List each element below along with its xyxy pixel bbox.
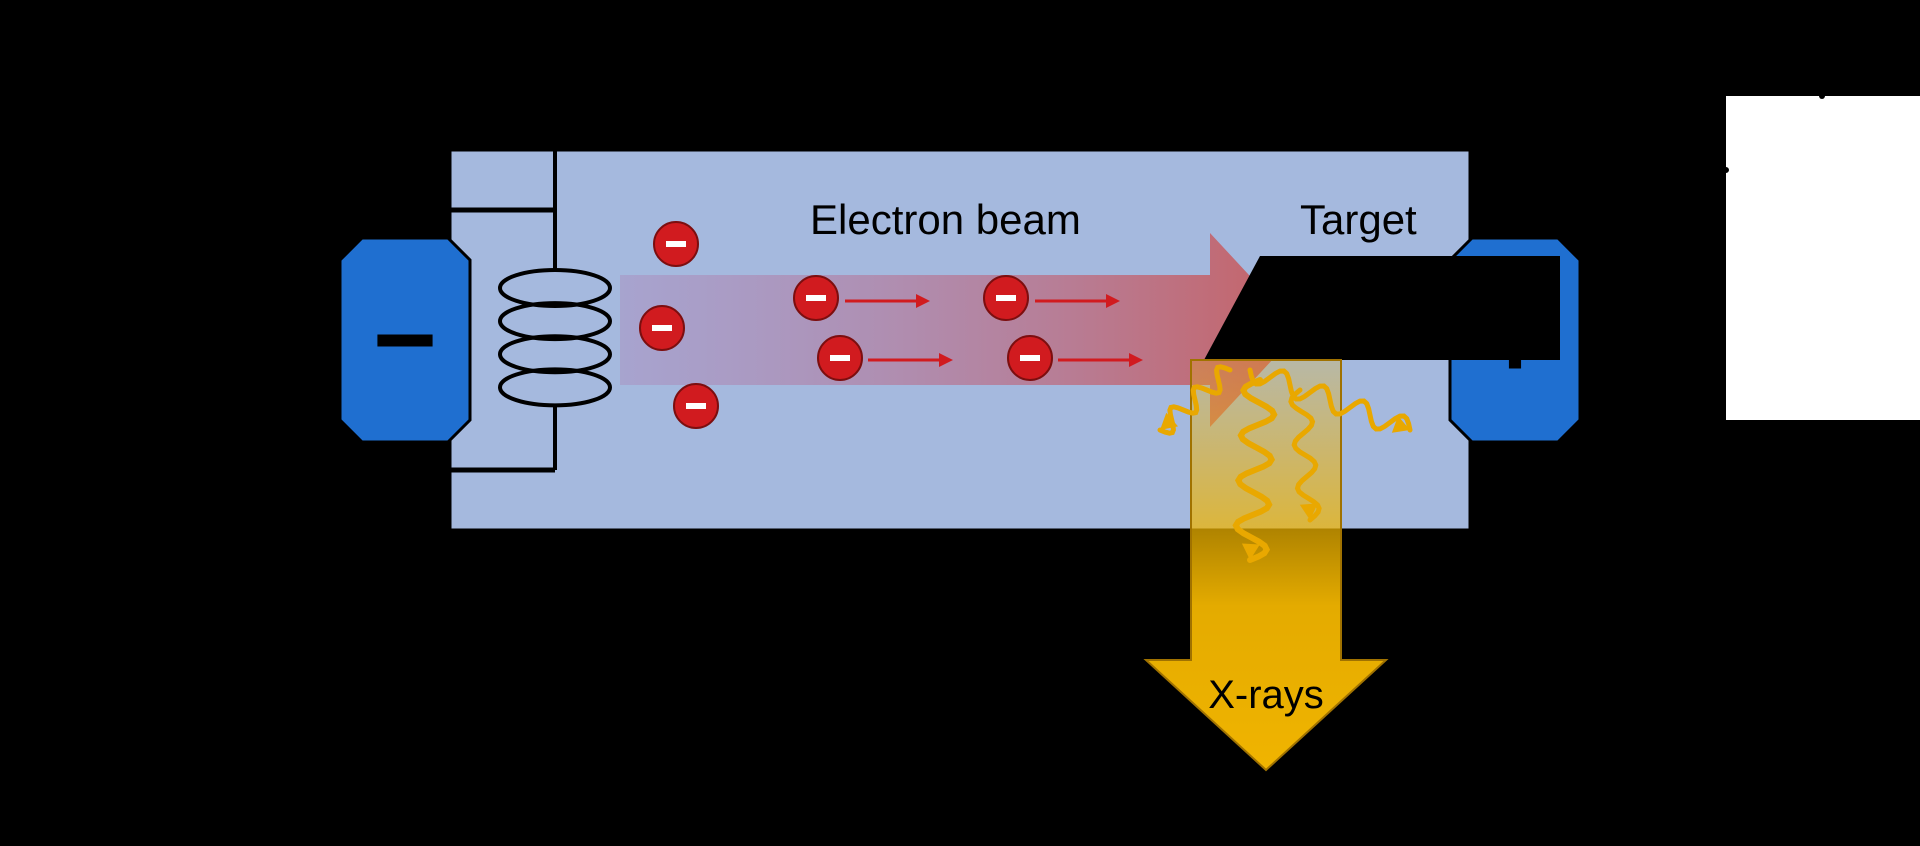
- wire: [1516, 170, 1726, 238]
- electron-minus-icon: [1020, 355, 1040, 361]
- xray-tube-diagram: −+X-rays Cathode Anode Filament Electron…: [0, 0, 1920, 846]
- anode-label: Anode: [1465, 96, 1586, 144]
- target-label: Target: [1300, 196, 1417, 244]
- anode-target-bar: [1260, 256, 1560, 360]
- filament-label: Filament: [348, 566, 517, 616]
- cathode-minus-sign: −: [373, 278, 437, 401]
- electron-minus-icon: [996, 295, 1016, 301]
- electron-beam-label: Electron beam: [810, 196, 1081, 244]
- electron-minus-icon: [652, 325, 672, 331]
- diagram-svg: −+X-rays: [0, 0, 1920, 846]
- electron-minus-icon: [806, 295, 826, 301]
- electron-minus-icon: [830, 355, 850, 361]
- cathode-label: Cathode: [310, 96, 469, 144]
- xrays-label: X-rays: [1208, 673, 1324, 717]
- electron-minus-icon: [666, 241, 686, 247]
- electron-minus-icon: [686, 403, 706, 409]
- high-voltage-panel: [1726, 96, 1920, 420]
